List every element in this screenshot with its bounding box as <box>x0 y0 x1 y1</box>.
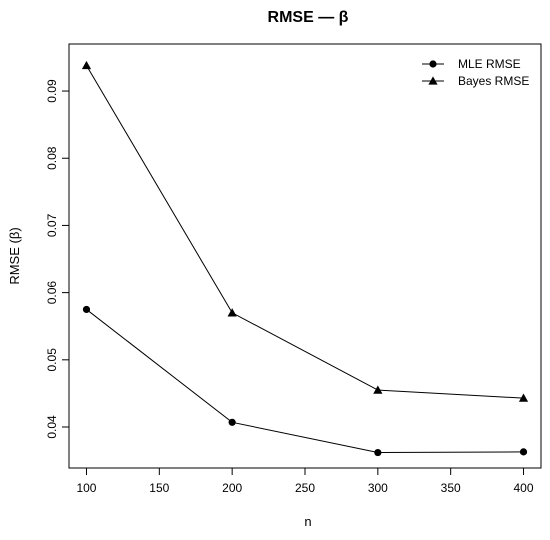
point-mle-rmse-100 <box>82 305 91 314</box>
x-axis: 100 150 200 250 300 350 400 <box>76 468 534 495</box>
y-tick-label-0.08: 0.08 <box>45 146 59 170</box>
x-tick-label-300: 300 <box>368 481 388 495</box>
y-tick-label-0.07: 0.07 <box>45 213 59 237</box>
x-tick-label-200: 200 <box>222 481 242 495</box>
y-tick-label-0.06: 0.06 <box>45 281 59 305</box>
chart-title: RMSE — β <box>268 9 349 26</box>
legend-label-mle-rmse: MLE RMSE <box>458 57 521 71</box>
y-tick-label-0.05: 0.05 <box>45 348 59 372</box>
y-tick-label-0.09: 0.09 <box>45 79 59 103</box>
point-mle-rmse-300 <box>374 448 382 457</box>
series-mle-rmse <box>82 305 528 457</box>
plot-frame <box>68 43 542 469</box>
legend-label-bayes-rmse: Bayes RMSE <box>458 74 529 88</box>
series-line-mle-rmse <box>86 309 524 454</box>
legend-marker-mle-rmse <box>429 60 437 68</box>
legend-entry-mle-rmse: MLE RMSE <box>422 57 521 71</box>
x-tick-label-150: 150 <box>149 481 169 495</box>
legend: MLE RMSE Bayes RMSE <box>422 57 529 88</box>
series-line-bayes-rmse <box>86 65 524 399</box>
point-bayes-rmse-200 <box>227 308 237 317</box>
y-axis: 0.04 0.05 0.06 0.07 0.08 0.09 <box>45 79 69 439</box>
x-tick-label-250: 250 <box>295 481 315 495</box>
point-bayes-rmse-400 <box>518 393 529 402</box>
legend-marker-bayes-rmse <box>428 76 438 85</box>
x-axis-label: n <box>304 514 311 529</box>
y-tick-label-0.04: 0.04 <box>45 415 59 439</box>
x-tick-label-350: 350 <box>441 481 461 495</box>
series-layer <box>81 60 529 457</box>
point-mle-rmse-400 <box>519 448 528 456</box>
y-axis-label: RMSE (β) <box>7 227 22 284</box>
legend-entry-bayes-rmse: Bayes RMSE <box>422 74 529 88</box>
series-bayes-rmse <box>81 60 529 402</box>
point-bayes-rmse-300 <box>373 385 383 394</box>
point-bayes-rmse-100 <box>81 60 92 70</box>
x-tick-label-100: 100 <box>76 481 96 495</box>
x-tick-label-400: 400 <box>514 481 534 495</box>
point-mle-rmse-200 <box>228 418 236 426</box>
